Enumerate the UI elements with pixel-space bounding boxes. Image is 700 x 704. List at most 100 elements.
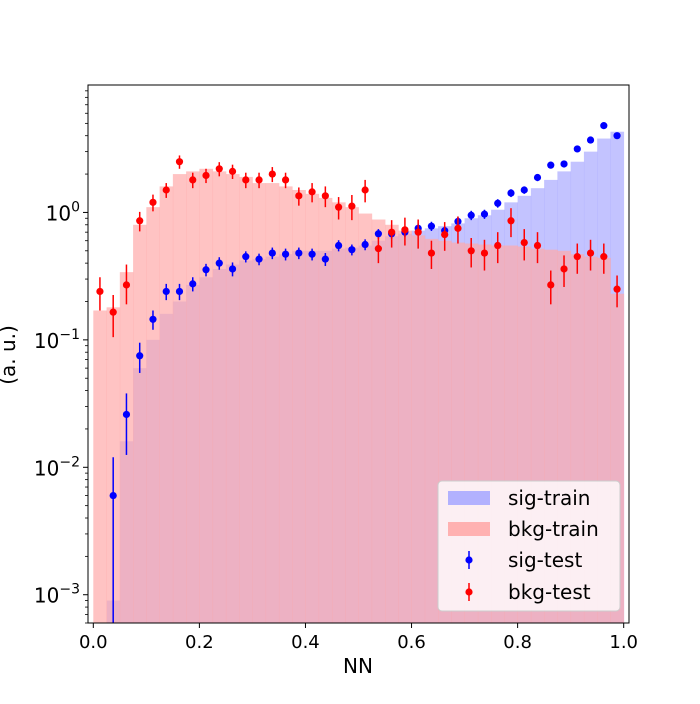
bkg-test-point — [122, 281, 131, 289]
sig-test-point — [533, 173, 542, 182]
bkg-test-point — [149, 198, 157, 206]
sig-test-point — [228, 265, 237, 273]
sig-train-legend-swatch — [448, 491, 490, 505]
bkg-train-bin — [265, 183, 280, 623]
sig-test-points — [109, 122, 621, 623]
bkg-train-bin — [331, 202, 346, 623]
bkg-train-bin — [278, 186, 293, 623]
bkg-test-point — [573, 253, 581, 261]
legend-frame — [437, 480, 621, 612]
legend-label-sig-train: sig-train — [508, 486, 590, 510]
bkg-test-point — [242, 176, 250, 184]
sig-test-point — [215, 259, 223, 267]
legend-entry-sig-test: sig-test — [465, 548, 582, 572]
bkg-train-bin — [172, 174, 187, 623]
sig-test-point — [321, 255, 329, 263]
sig-test-point — [308, 250, 316, 258]
bkg-test-point — [560, 265, 568, 273]
bkg-test-point — [281, 176, 290, 184]
x-tick-label: 0.2 — [185, 632, 214, 653]
bkg-train-bin — [371, 219, 386, 623]
bkg-test-point — [308, 188, 316, 196]
bkg-test-points — [96, 155, 621, 338]
x-axis-label: NN — [343, 654, 373, 678]
bkg-train-bin — [146, 207, 161, 623]
bkg-train-bin — [225, 174, 240, 623]
legend: sig-train bkg-train sig-test bkg-test — [437, 480, 621, 612]
sig-test-point — [613, 132, 621, 140]
legend-label-sig-test: sig-test — [508, 548, 582, 572]
bkg-train-bin — [305, 193, 320, 623]
bkg-train-bin — [159, 186, 174, 623]
bkg-test-point — [427, 249, 436, 257]
sig-test-point — [109, 491, 117, 500]
axes-frame — [87, 84, 630, 624]
sig-test-point — [600, 122, 608, 130]
bkg-test-point — [321, 192, 329, 200]
bkg-test-point — [255, 176, 263, 184]
bkg-train-bin — [186, 171, 200, 623]
legend-entry-sig-train: sig-train — [448, 486, 590, 510]
x-tick-label: 0.6 — [397, 632, 426, 653]
bkg-train-bin — [385, 224, 399, 623]
legend-entry-bkg-test: bkg-test — [465, 580, 591, 604]
sig-test-point — [281, 250, 290, 258]
bkg-train-bin — [212, 171, 227, 623]
sig-test-point — [295, 249, 303, 257]
bkg-test-point — [520, 238, 528, 247]
sig-test-point — [335, 241, 343, 250]
legend-label-bkg-test: bkg-test — [508, 580, 591, 604]
bkg-train-bin — [424, 238, 439, 623]
bkg-test-point — [454, 224, 462, 232]
bkg-test-point — [467, 247, 475, 255]
sig-test-point — [162, 287, 170, 296]
bkg-train-bin — [133, 224, 147, 623]
x-tick-label: 0.4 — [291, 632, 320, 653]
sig-test-point — [189, 280, 197, 288]
bkg-test-point — [401, 226, 409, 234]
bkg-train-bin — [93, 310, 107, 623]
y-tick-label: 10−3 — [34, 582, 80, 608]
bkg-train-bin — [358, 213, 373, 623]
bkg-train-legend-swatch — [448, 522, 490, 536]
bkg-test-point — [96, 287, 104, 296]
sig-test-point — [268, 249, 276, 257]
bkg-train-bin — [411, 235, 426, 623]
bkg-train-bin — [252, 183, 267, 623]
bkg-test-point — [228, 167, 237, 175]
sig-test-point — [494, 199, 502, 207]
bkg-test-point — [613, 285, 621, 293]
bkg-train-bin — [239, 176, 253, 623]
sig-test-point — [560, 160, 568, 168]
x-tick-label: 0.0 — [79, 632, 108, 653]
sig-test-point — [586, 136, 595, 144]
bkg-test-point — [202, 171, 210, 180]
bkg-test-point — [361, 186, 369, 194]
bkg-test-point — [348, 202, 356, 210]
bkg-test-point — [494, 241, 502, 250]
sig-test-point — [361, 240, 369, 249]
bkg-test-point — [268, 170, 276, 178]
bkg-train-bin — [292, 189, 306, 623]
sig-test-point — [175, 287, 184, 296]
sig-test-point — [149, 315, 157, 323]
legend-entry-bkg-train: bkg-train — [448, 517, 599, 541]
y-tick-label: 10−1 — [34, 327, 80, 353]
sig-test-point — [255, 255, 263, 263]
bkg-test-point — [215, 165, 223, 173]
bkg-test-point — [507, 217, 515, 225]
bkg-train-bin — [398, 230, 412, 623]
sig-test-point — [547, 161, 555, 169]
sig-test-point — [520, 186, 528, 194]
bkg-test-point — [414, 228, 422, 236]
bkg-train-bin — [345, 207, 359, 623]
bkg-test-point — [441, 230, 449, 239]
bkg-test-point — [533, 241, 542, 250]
sig-test-point — [136, 352, 144, 360]
x-tick-label: 1.0 — [609, 632, 638, 653]
y-tick-label: 10−2 — [34, 454, 80, 480]
bkg-test-point — [374, 245, 382, 253]
axes-layer: 0.0 0.2 0.4 0.6 0.8 1.0 10−3 10−2 10−1 100 — [34, 84, 638, 653]
